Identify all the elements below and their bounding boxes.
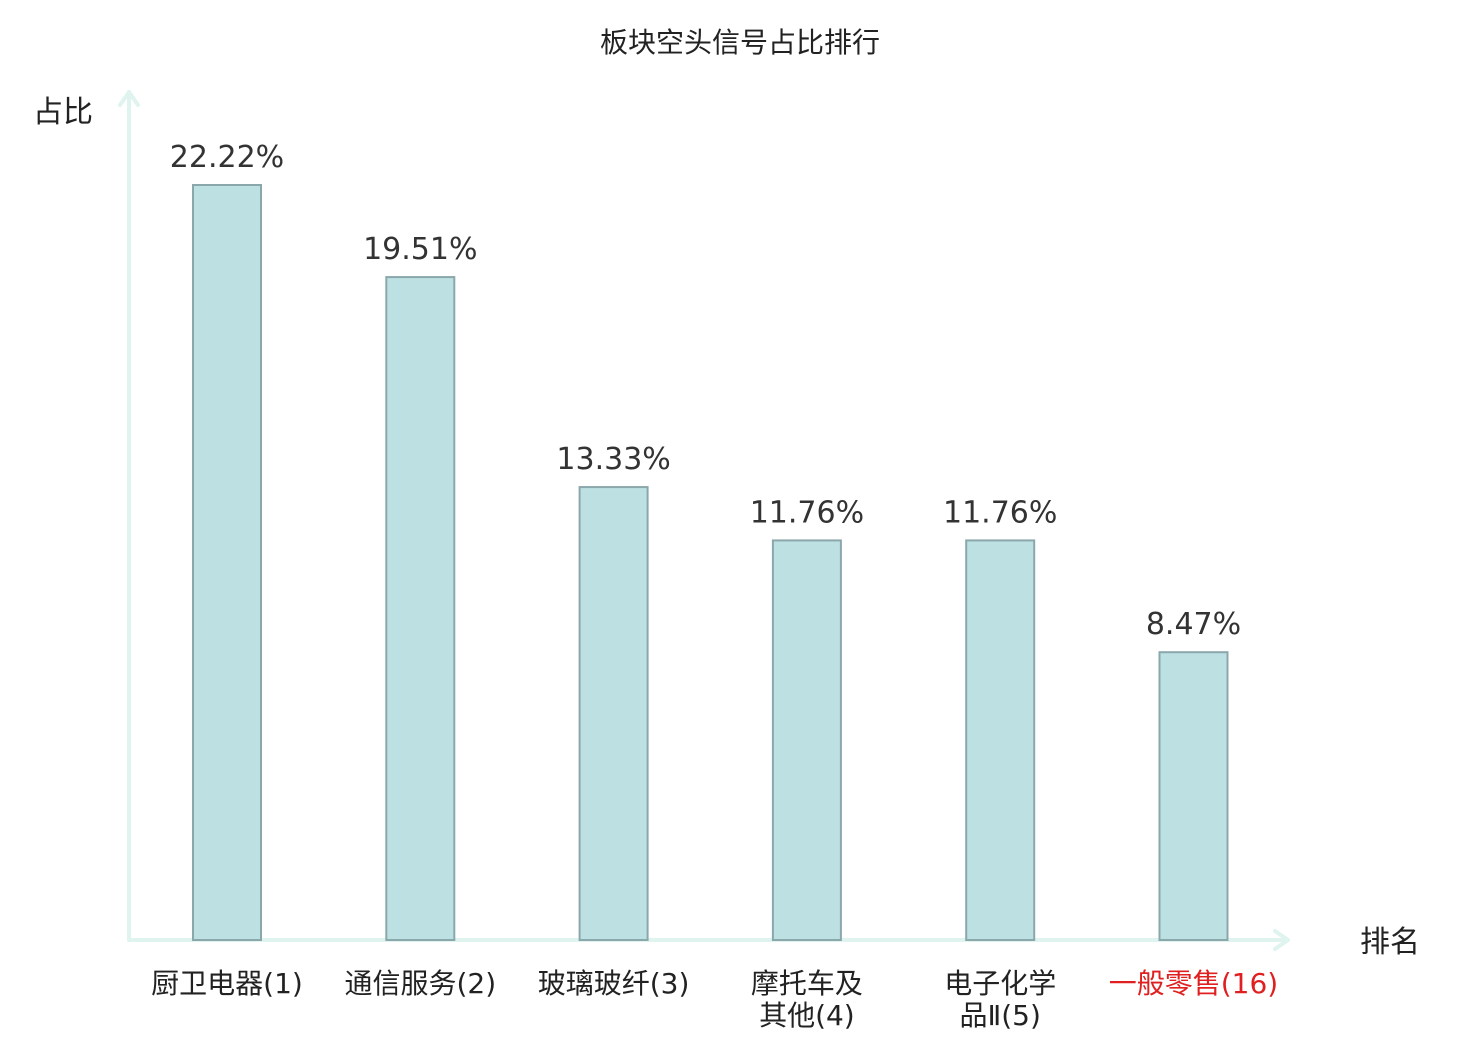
value-label: 22.22% bbox=[170, 140, 284, 175]
y-axis-title: 占比 bbox=[33, 95, 93, 130]
bar bbox=[192, 184, 262, 941]
value-label: 11.76% bbox=[943, 495, 1057, 530]
value-labels: 22.22% 19.51% 13.33% 11.76% 11.76% 8.47% bbox=[170, 140, 1241, 642]
category-label: 摩托车及 bbox=[751, 967, 863, 1000]
bar bbox=[1158, 651, 1229, 941]
value-label: 13.33% bbox=[556, 442, 670, 477]
category-label: 电子化学 bbox=[944, 967, 1056, 1000]
x-axis-arrow bbox=[1273, 929, 1290, 951]
value-label: 11.76% bbox=[750, 495, 864, 530]
bar bbox=[578, 486, 649, 941]
y-axis-arrow bbox=[118, 90, 140, 107]
chart-title: 板块空头信号占比排行 bbox=[600, 26, 880, 59]
category-label: 玻璃玻纤(3) bbox=[538, 967, 690, 1000]
x-axis-title: 排名 bbox=[1360, 925, 1420, 960]
category-label: 品Ⅱ(5) bbox=[959, 999, 1040, 1032]
category-label: 厨卫电器(1) bbox=[151, 967, 303, 1000]
bar bbox=[385, 276, 456, 941]
value-label: 8.47% bbox=[1146, 607, 1241, 642]
category-label: 通信服务(2) bbox=[344, 967, 496, 1000]
category-label: 一般零售(16) bbox=[1109, 967, 1278, 1000]
bar bbox=[965, 539, 1036, 942]
category-label: 其他(4) bbox=[759, 999, 855, 1032]
value-label: 19.51% bbox=[363, 232, 477, 267]
bars bbox=[192, 184, 1229, 942]
bar bbox=[771, 539, 842, 942]
axes bbox=[118, 90, 1290, 951]
